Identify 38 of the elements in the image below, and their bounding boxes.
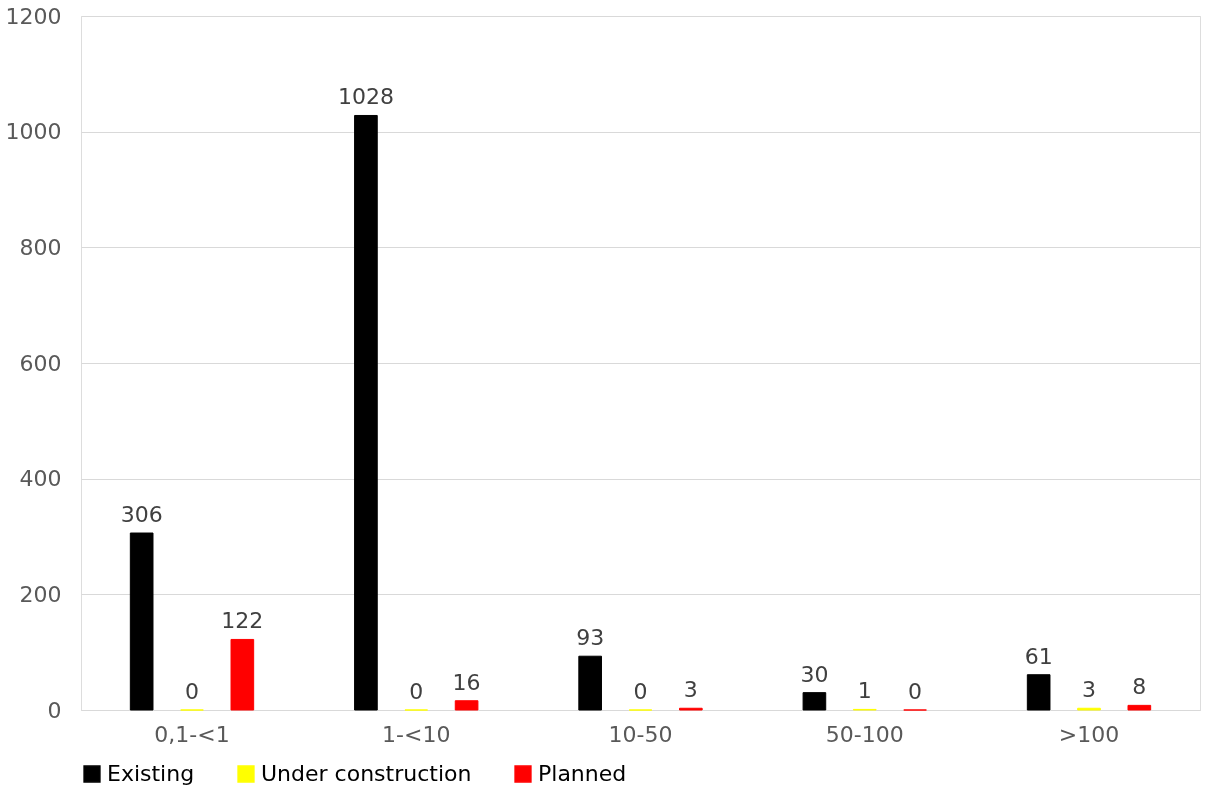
- legend-label: Planned: [538, 761, 627, 786]
- data-label: 16: [452, 669, 481, 695]
- bar: [1026, 674, 1051, 711]
- data-label: 1: [857, 678, 872, 704]
- data-label: 93: [576, 625, 605, 651]
- data-label: 0: [185, 679, 199, 704]
- data-label: 30: [800, 661, 829, 687]
- legend-label: Existing: [107, 761, 195, 786]
- bar: [230, 638, 255, 711]
- data-label: 0: [633, 679, 648, 704]
- data-label: 8: [1132, 674, 1147, 700]
- y-tick-label: 600: [19, 350, 62, 376]
- data-label: 0: [409, 679, 424, 704]
- data-label: 122: [221, 608, 264, 634]
- y-tick-label: 200: [19, 581, 62, 607]
- data-label: 1028: [337, 84, 394, 110]
- y-tick-label: 1000: [5, 119, 62, 145]
- data-label: 306: [120, 502, 163, 528]
- data-label: 0: [908, 679, 923, 704]
- bar: [454, 700, 479, 711]
- y-tick-label: 400: [19, 466, 62, 492]
- x-tick-label: 50-100: [825, 721, 904, 747]
- x-tick-label: >100: [1058, 721, 1120, 747]
- x-tick-label: 0,1-<1: [154, 721, 230, 747]
- bar: [578, 655, 602, 711]
- data-label: 3: [1082, 677, 1096, 703]
- x-tick-label: 1-<10: [382, 721, 451, 747]
- bar: [1127, 704, 1152, 711]
- y-tick-label: 800: [19, 234, 62, 260]
- data-label: 61: [1024, 643, 1053, 669]
- data-label: 3: [683, 677, 698, 703]
- bar: [354, 114, 378, 711]
- legend-label: Under construction: [261, 761, 472, 786]
- x-tick-label: 10-50: [608, 721, 673, 747]
- bar: [802, 692, 827, 711]
- y-tick-label: 0: [47, 697, 62, 723]
- y-tick-label: 1200: [5, 3, 62, 29]
- bar: [129, 532, 154, 711]
